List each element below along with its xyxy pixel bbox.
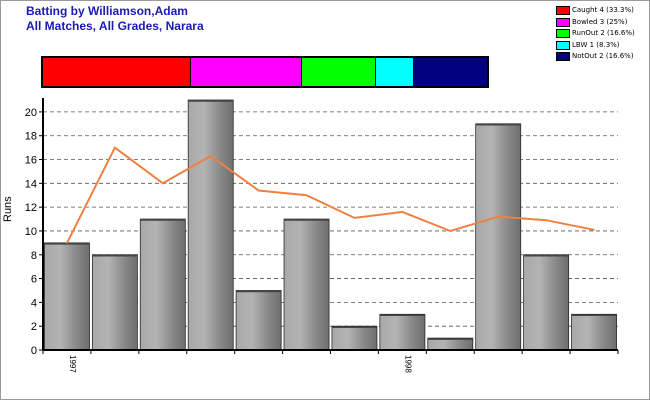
bar-innings-3 (139, 218, 186, 351)
chart-title: Batting by Williamson,Adam (26, 4, 188, 18)
bar-innings-1 (44, 242, 90, 351)
legend-item: LBW 1 (8.3%) (555, 40, 647, 50)
average-point (114, 146, 116, 149)
y-tick-label: 18 (25, 131, 37, 143)
average-point (449, 230, 452, 232)
dismissal-segment-caught (43, 58, 191, 86)
average-point (593, 228, 595, 231)
y-tick-label: 10 (25, 226, 37, 238)
legend: Caught 4 (33.3%) Bowled 3 (25%) RunOut 2 (… (555, 5, 647, 63)
legend-label: Caught 4 (33.3%) (572, 6, 634, 14)
y-tick-label: 12 (25, 202, 37, 214)
bar-innings-10 (475, 123, 522, 351)
average-point (257, 189, 260, 192)
bar-innings-11 (523, 254, 570, 351)
average-point (305, 194, 308, 197)
x-year-label: 1998 (403, 355, 412, 373)
dismissal-segment-notout (413, 58, 487, 86)
legend-item: Caught 4 (33.3%) (555, 5, 647, 15)
legend-item: Bowled 3 (25%) (555, 17, 647, 27)
average-point (401, 211, 404, 213)
average-line (66, 146, 595, 244)
bar-innings-9 (427, 337, 474, 351)
y-tick-label: 16 (25, 155, 37, 167)
legend-swatch (556, 29, 570, 38)
legend-label: Bowled 3 (25%) (572, 17, 628, 26)
legend-label: RunOut 2 (16.6%) (572, 29, 635, 37)
y-tick-label: 0 (31, 345, 37, 357)
y-tick-label: 8 (31, 250, 37, 262)
dismissal-segment-runout (301, 58, 376, 86)
dismissal-bar (41, 56, 489, 88)
bar-innings-4 (187, 99, 234, 351)
bar-innings-7 (331, 325, 378, 351)
y-tick-label: 14 (25, 178, 37, 190)
y-axis-label: Runs (2, 196, 14, 222)
average-point (209, 155, 212, 157)
legend-swatch (556, 17, 570, 27)
average-point (161, 182, 164, 185)
average-point (66, 242, 68, 244)
bar-innings-2 (91, 254, 138, 351)
legend-label: NotOut 2 (16.6%) (572, 52, 634, 60)
chart-subtitle: All Matches, All Grades, Narara (26, 19, 204, 33)
y-tick-label: 2 (31, 321, 37, 333)
y-tick-label: 6 (31, 274, 37, 286)
legend-item: NotOut 2 (16.6%) (555, 51, 647, 61)
x-year-label: 1997 (68, 355, 77, 373)
bar-innings-12 (571, 313, 617, 351)
average-point (353, 217, 356, 219)
bar-innings-8 (379, 313, 426, 351)
legend-swatch (556, 52, 570, 61)
legend-swatch (556, 6, 570, 15)
legend-label: LBW 1 (8.3%) (572, 40, 620, 49)
y-tick-label: 4 (31, 297, 37, 309)
bar-innings-5 (235, 290, 282, 351)
dismissal-segment-lbw (376, 58, 414, 86)
legend-swatch (556, 40, 570, 50)
average-point (545, 219, 547, 222)
legend-item: RunOut 2 (16.6%) (555, 28, 647, 38)
average-point (497, 215, 500, 218)
dismissal-segment-bowled (190, 58, 302, 86)
y-tick-label: 20 (25, 107, 37, 119)
bar-innings-6 (283, 218, 330, 351)
